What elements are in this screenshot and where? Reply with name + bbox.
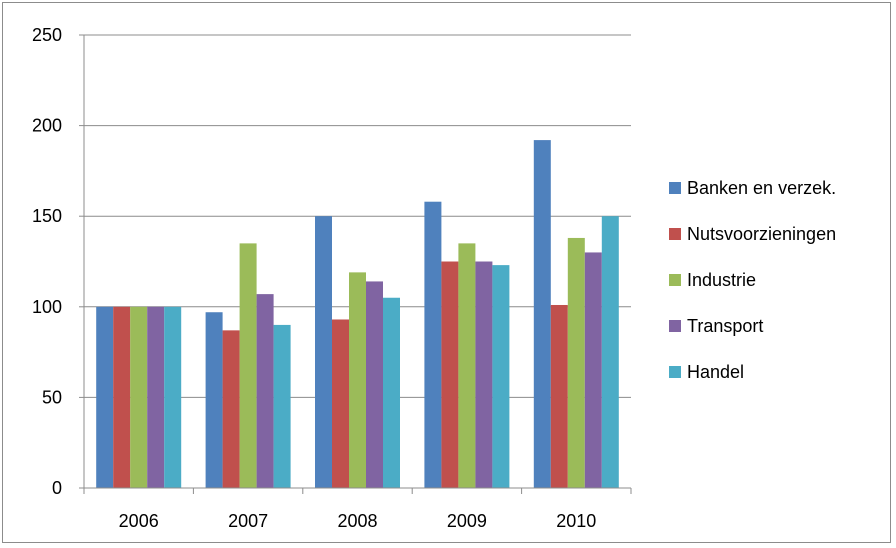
- legend-label: Handel: [687, 362, 744, 382]
- x-tick-label: 2008: [337, 511, 377, 531]
- bar-2008-4: [366, 281, 383, 488]
- legend-swatch: [669, 366, 681, 378]
- y-tick-label: 50: [42, 387, 62, 407]
- bar-2006-1: [96, 306, 114, 488]
- x-tick-label: 2007: [228, 511, 268, 531]
- bar-2010-2: [550, 304, 568, 488]
- bar-2006-4: [147, 306, 165, 488]
- legend-swatch: [669, 228, 681, 240]
- bar-2007-1: [205, 312, 223, 488]
- bar-2008-2: [332, 319, 349, 488]
- bar-2008-5: [383, 297, 400, 488]
- bar-2009-4: [475, 261, 493, 488]
- bar-2007-3: [239, 243, 257, 488]
- bar-2007-2: [222, 330, 240, 488]
- legend-label: Transport: [687, 316, 763, 336]
- y-tick-label: 200: [32, 116, 62, 136]
- bar-2006-3: [130, 306, 148, 488]
- bar-2010-4: [584, 252, 602, 488]
- bar-2009-1: [424, 201, 442, 489]
- bar-2010-3: [567, 237, 585, 488]
- y-tick-label: 150: [32, 206, 62, 226]
- bar-2008-3: [349, 272, 366, 488]
- bar-2009-5: [492, 265, 510, 488]
- legend-swatch: [669, 274, 681, 286]
- bar-2007-5: [273, 324, 291, 488]
- bar-2008-1: [315, 216, 332, 488]
- y-tick-label: 0: [52, 478, 62, 498]
- x-tick-label: 2006: [119, 511, 159, 531]
- legend-label: Industrie: [687, 270, 756, 290]
- legend-label: Nutsvoorzieningen: [687, 224, 836, 244]
- bar-2007-4: [256, 294, 274, 488]
- bar-2006-5: [164, 306, 182, 488]
- bar-2009-3: [458, 243, 476, 488]
- y-tick-labels: 0 50 100 150 200 250: [32, 25, 62, 498]
- x-tick-label: 2010: [556, 511, 596, 531]
- legend-swatch: [669, 182, 681, 194]
- axes: [79, 34, 632, 494]
- bars: [96, 140, 619, 489]
- x-tick-labels: 2006 2007 2008 2009 2010: [119, 511, 597, 531]
- legend: Banken en verzek. Nutsvoorzieningen Indust…: [669, 178, 836, 382]
- bar-2009-2: [441, 261, 459, 488]
- x-tick-label: 2009: [447, 511, 487, 531]
- y-tick-label: 250: [32, 25, 62, 45]
- bar-2010-5: [601, 216, 619, 488]
- legend-label: Banken en verzek.: [687, 178, 836, 198]
- bar-2010-1: [533, 140, 551, 488]
- legend-swatch: [669, 320, 681, 332]
- bar-2006-2: [113, 306, 131, 488]
- y-tick-label: 100: [32, 297, 62, 317]
